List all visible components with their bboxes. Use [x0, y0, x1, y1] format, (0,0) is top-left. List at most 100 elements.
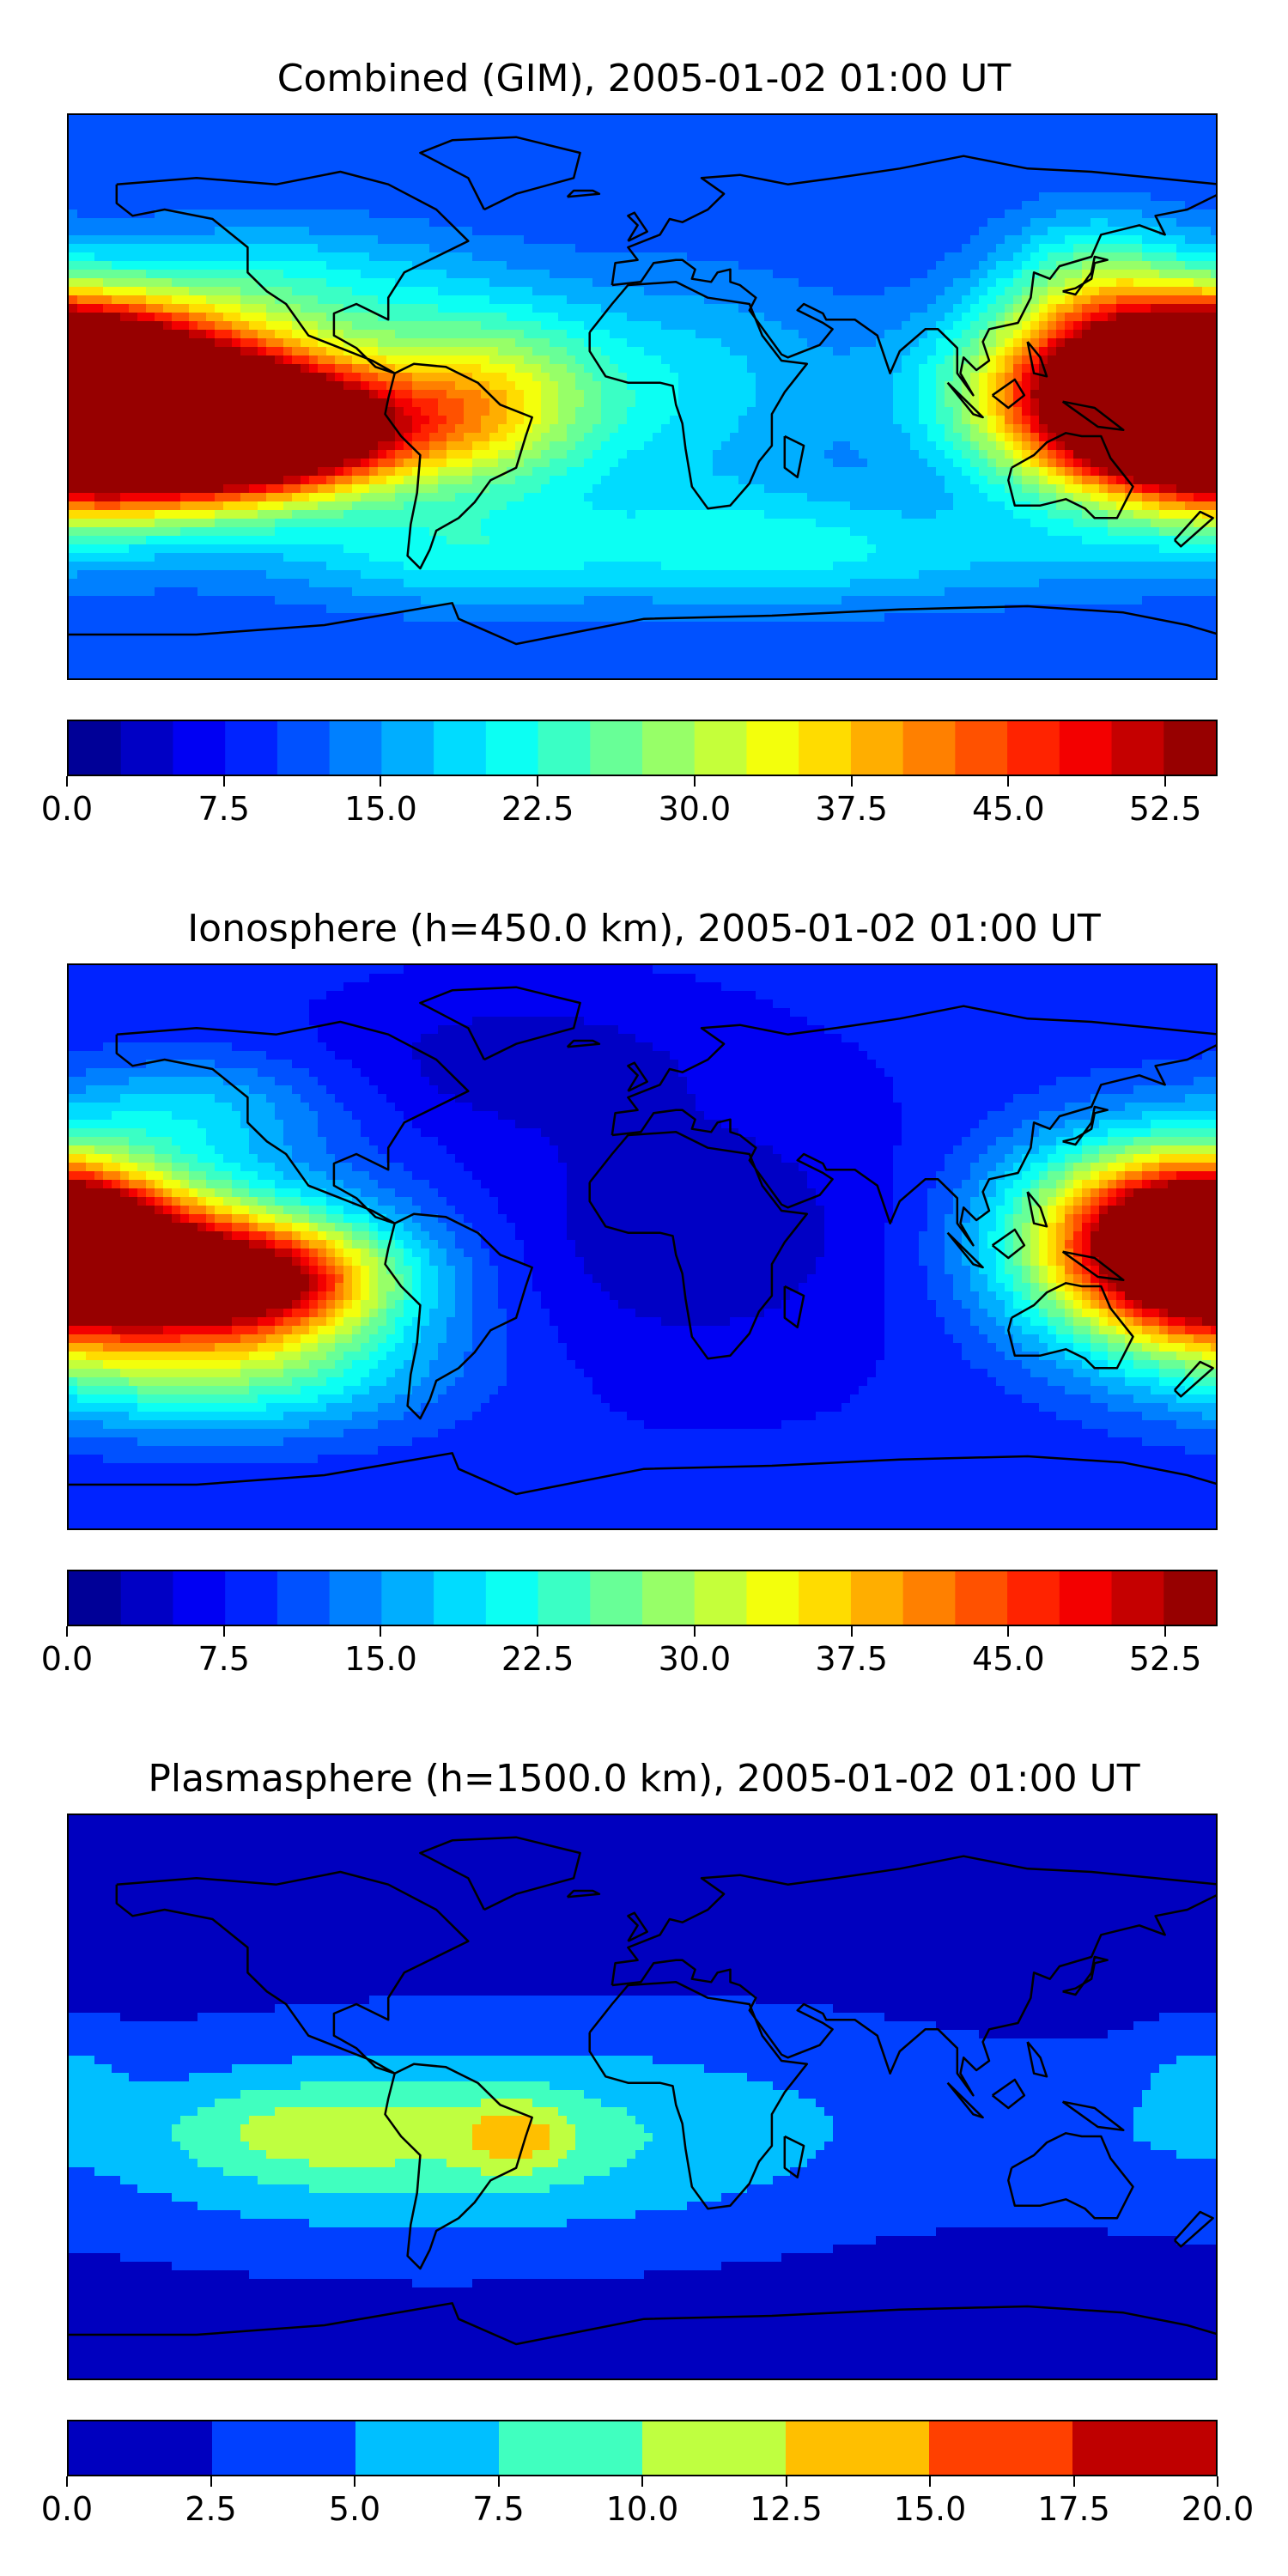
heatmap-cell — [962, 184, 971, 193]
heatmap-cell — [447, 167, 456, 176]
heatmap-cell — [592, 227, 602, 236]
heatmap-cell — [970, 424, 980, 434]
heatmap-cell — [584, 278, 593, 288]
heatmap-cell — [524, 278, 533, 288]
heatmap-cell — [438, 124, 447, 133]
heatmap-cell — [163, 390, 173, 399]
heatmap-cell — [1108, 295, 1117, 305]
heatmap-cell — [129, 287, 138, 296]
heatmap-cell — [464, 364, 473, 374]
heatmap-cell — [283, 398, 293, 408]
heatmap-cell — [258, 132, 267, 142]
heatmap-cell — [223, 167, 233, 176]
heatmap-cell — [670, 398, 679, 408]
heatmap-cell — [318, 201, 327, 210]
heatmap-cell — [833, 227, 842, 236]
heatmap-cell — [550, 364, 559, 374]
heatmap-cell — [223, 355, 233, 365]
heatmap-cell — [1202, 158, 1212, 167]
heatmap-cell — [902, 158, 911, 167]
heatmap-cell — [1176, 141, 1186, 150]
heatmap-cell — [558, 175, 568, 185]
heatmap-cell — [781, 321, 791, 331]
heatmap-cell — [146, 364, 155, 374]
heatmap-cell — [824, 141, 834, 150]
heatmap-cell — [902, 364, 911, 374]
heatmap-cell — [223, 201, 233, 210]
heatmap-cell — [404, 244, 413, 253]
heatmap-cell — [77, 407, 87, 416]
heatmap-cell — [137, 261, 147, 270]
heatmap-cell — [927, 398, 937, 408]
heatmap-cell — [515, 261, 525, 270]
heatmap-cell — [1005, 132, 1014, 142]
heatmap-cell — [850, 115, 860, 125]
heatmap-cell — [979, 167, 988, 176]
heatmap-cell — [1151, 132, 1160, 142]
heatmap-cell — [283, 381, 293, 391]
heatmap-cell — [592, 321, 602, 331]
heatmap-cell — [962, 167, 971, 176]
heatmap-cell — [1185, 115, 1194, 125]
heatmap-cell — [867, 416, 877, 425]
heatmap-cell — [438, 295, 447, 305]
heatmap-cell — [550, 218, 559, 228]
heatmap-cell — [601, 338, 611, 348]
heatmap-cell — [343, 398, 353, 408]
heatmap-cell — [215, 252, 224, 262]
heatmap-cell — [464, 149, 473, 159]
heatmap-cell — [532, 398, 542, 408]
heatmap-cell — [687, 167, 696, 176]
heatmap-cell — [189, 124, 198, 133]
heatmap-cell — [919, 338, 928, 348]
heatmap-cell — [781, 278, 791, 288]
heatmap-cell — [927, 381, 937, 391]
heatmap-cell — [1194, 373, 1203, 382]
heatmap-cell — [1099, 252, 1109, 262]
heatmap-cell — [249, 227, 258, 236]
heatmap-cell — [86, 141, 95, 150]
heatmap-cell — [979, 158, 988, 167]
heatmap-cell — [301, 381, 310, 391]
heatmap-cell — [498, 355, 507, 365]
heatmap-cell — [395, 381, 404, 391]
heatmap-cell — [833, 201, 842, 210]
heatmap-cell — [361, 218, 370, 228]
heatmap-cell — [103, 201, 112, 210]
heatmap-cell — [1013, 313, 1023, 322]
heatmap-cell — [395, 149, 404, 159]
heatmap-cell — [1176, 364, 1186, 374]
heatmap-cell — [180, 167, 190, 176]
heatmap-cell — [575, 390, 585, 399]
heatmap-cell — [489, 132, 499, 142]
heatmap-cell — [1030, 330, 1040, 339]
heatmap-cell — [361, 373, 370, 382]
heatmap-cell — [438, 398, 447, 408]
heatmap-cell — [137, 218, 147, 228]
heatmap-cell — [343, 295, 353, 305]
heatmap-cell — [515, 321, 525, 331]
heatmap-cell — [1211, 304, 1216, 313]
heatmap-cell — [489, 192, 499, 202]
heatmap-cell — [1142, 227, 1151, 236]
heatmap-cell — [592, 330, 602, 339]
heatmap-cell — [137, 433, 147, 442]
heatmap-cell — [756, 304, 765, 313]
heatmap-cell — [438, 175, 447, 185]
heatmap-cell — [945, 338, 954, 348]
heatmap-cell — [773, 330, 782, 339]
heatmap-cell — [962, 235, 971, 245]
heatmap-cell — [575, 278, 585, 288]
heatmap-cell — [421, 115, 430, 125]
heatmap-cell — [893, 115, 902, 125]
heatmap-cell — [438, 330, 447, 339]
heatmap-cell — [910, 416, 920, 425]
heatmap-cell — [489, 210, 499, 219]
heatmap-cell — [455, 141, 465, 150]
heatmap-cell — [1108, 338, 1117, 348]
heatmap-cell — [601, 304, 611, 313]
heatmap-cell — [163, 278, 173, 288]
heatmap-cell — [678, 201, 688, 210]
heatmap-cell — [335, 278, 344, 288]
heatmap-cell — [730, 355, 739, 365]
